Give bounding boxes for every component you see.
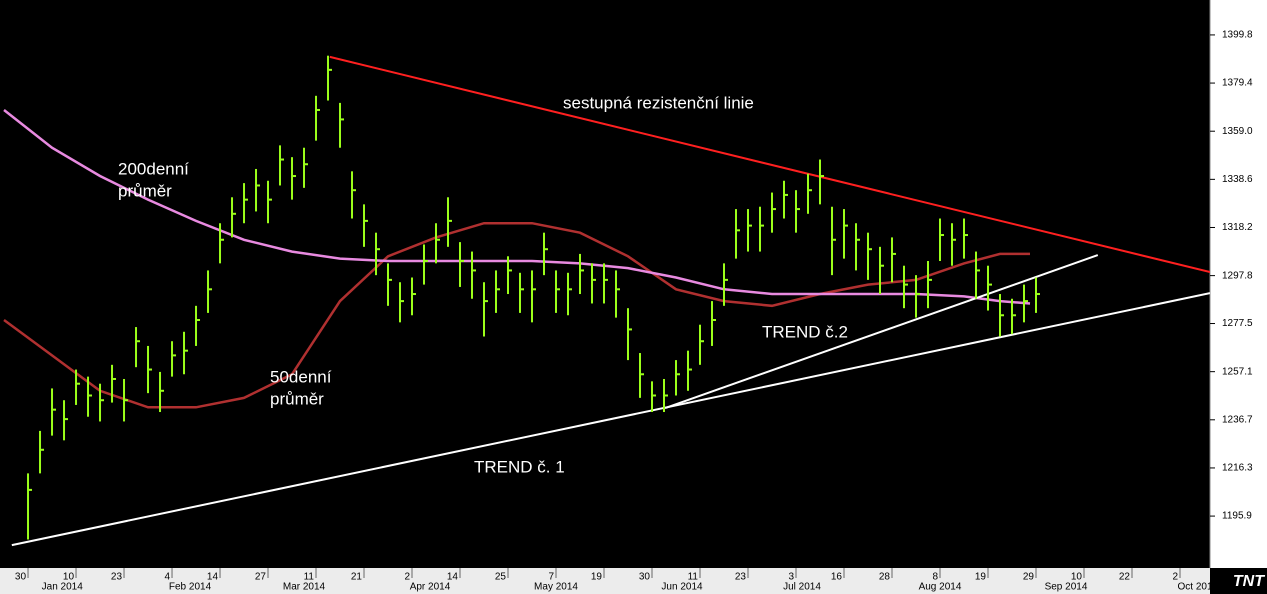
annotation: 200denní: [118, 159, 189, 178]
y-tick-label: 1359.0: [1222, 126, 1253, 137]
x-tick-label: 30: [639, 572, 651, 583]
x-tick-label: 3: [788, 572, 794, 583]
month-label: Apr 2014: [410, 582, 451, 593]
x-tick-label: 28: [879, 572, 891, 583]
x-tick-label: 22: [1119, 572, 1131, 583]
x-tick-label: 11: [304, 572, 315, 583]
month-label: Jan 2014: [42, 582, 84, 593]
x-tick-label: 27: [255, 572, 267, 583]
y-tick-label: 1379.4: [1222, 78, 1253, 89]
x-tick-label: 8: [932, 572, 938, 583]
x-tick-label: 30: [15, 572, 27, 583]
y-tick-label: 1195.9: [1222, 511, 1252, 522]
x-tick-label: 11: [688, 572, 699, 583]
month-label: Jun 2014: [661, 582, 703, 593]
y-tick-label: 1257.1: [1222, 366, 1253, 377]
x-tick-label: 4: [164, 572, 170, 583]
moving-average: [3, 109, 1031, 305]
y-tick-label: 1399.8: [1222, 30, 1253, 41]
y-tick-label: 1318.2: [1222, 222, 1253, 233]
annotation: TREND č.2: [762, 322, 848, 341]
month-label: Jul 2014: [783, 582, 821, 593]
logo-box: [1210, 568, 1267, 594]
month-label: Mar 2014: [283, 582, 326, 593]
x-tick-label: 10: [63, 572, 75, 583]
x-tick-label: 10: [1071, 572, 1083, 583]
moving-average: [3, 221, 1030, 409]
x-tick-label: 16: [831, 572, 843, 583]
x-tick-label: 19: [591, 572, 603, 583]
month-label: Aug 2014: [919, 582, 962, 593]
x-tick-label: 14: [447, 572, 459, 583]
month-label: May 2014: [534, 582, 578, 593]
trend-line: [329, 55, 1210, 274]
annotation: průměr: [270, 389, 324, 408]
y-tick-label: 1338.6: [1222, 174, 1253, 185]
annotation: sestupná rezistenční linie: [563, 93, 754, 112]
y-axis-area: [1210, 0, 1267, 568]
annotation: průměr: [118, 181, 172, 200]
logo: TNT: [1233, 573, 1265, 590]
x-tick-label: 14: [207, 572, 219, 583]
x-tick-label: 2: [1172, 572, 1178, 583]
trend-line: [664, 254, 1099, 409]
x-tick-label: 25: [495, 572, 507, 583]
x-tick-label: 23: [111, 572, 123, 583]
x-axis-area: [0, 568, 1210, 594]
x-tick-label: 2: [404, 572, 410, 583]
annotation: TREND č. 1: [474, 457, 565, 476]
month-label: Oct 201: [1177, 582, 1212, 593]
y-tick-label: 1297.8: [1222, 270, 1253, 281]
month-label: Feb 2014: [169, 582, 212, 593]
annotation: 50denní: [270, 367, 332, 386]
x-tick-label: 21: [351, 572, 363, 583]
x-tick-label: 7: [548, 572, 554, 583]
y-tick-label: 1277.5: [1222, 318, 1253, 329]
x-tick-label: 29: [1023, 572, 1035, 583]
trend-line: [11, 292, 1210, 547]
x-tick-label: 23: [735, 572, 747, 583]
y-tick-label: 1216.3: [1222, 463, 1253, 474]
x-tick-label: 19: [975, 572, 987, 583]
month-label: Sep 2014: [1045, 582, 1088, 593]
y-tick-label: 1236.7: [1222, 414, 1253, 425]
